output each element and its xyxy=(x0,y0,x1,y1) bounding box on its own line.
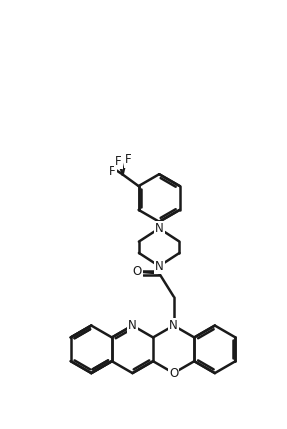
Text: F: F xyxy=(115,155,122,168)
Text: N: N xyxy=(128,319,137,332)
Text: O: O xyxy=(132,266,141,278)
Text: N: N xyxy=(169,319,178,332)
Text: O: O xyxy=(169,367,178,380)
Text: N: N xyxy=(155,222,164,235)
Text: F: F xyxy=(109,165,116,178)
Text: N: N xyxy=(155,260,164,272)
Text: F: F xyxy=(125,154,132,166)
